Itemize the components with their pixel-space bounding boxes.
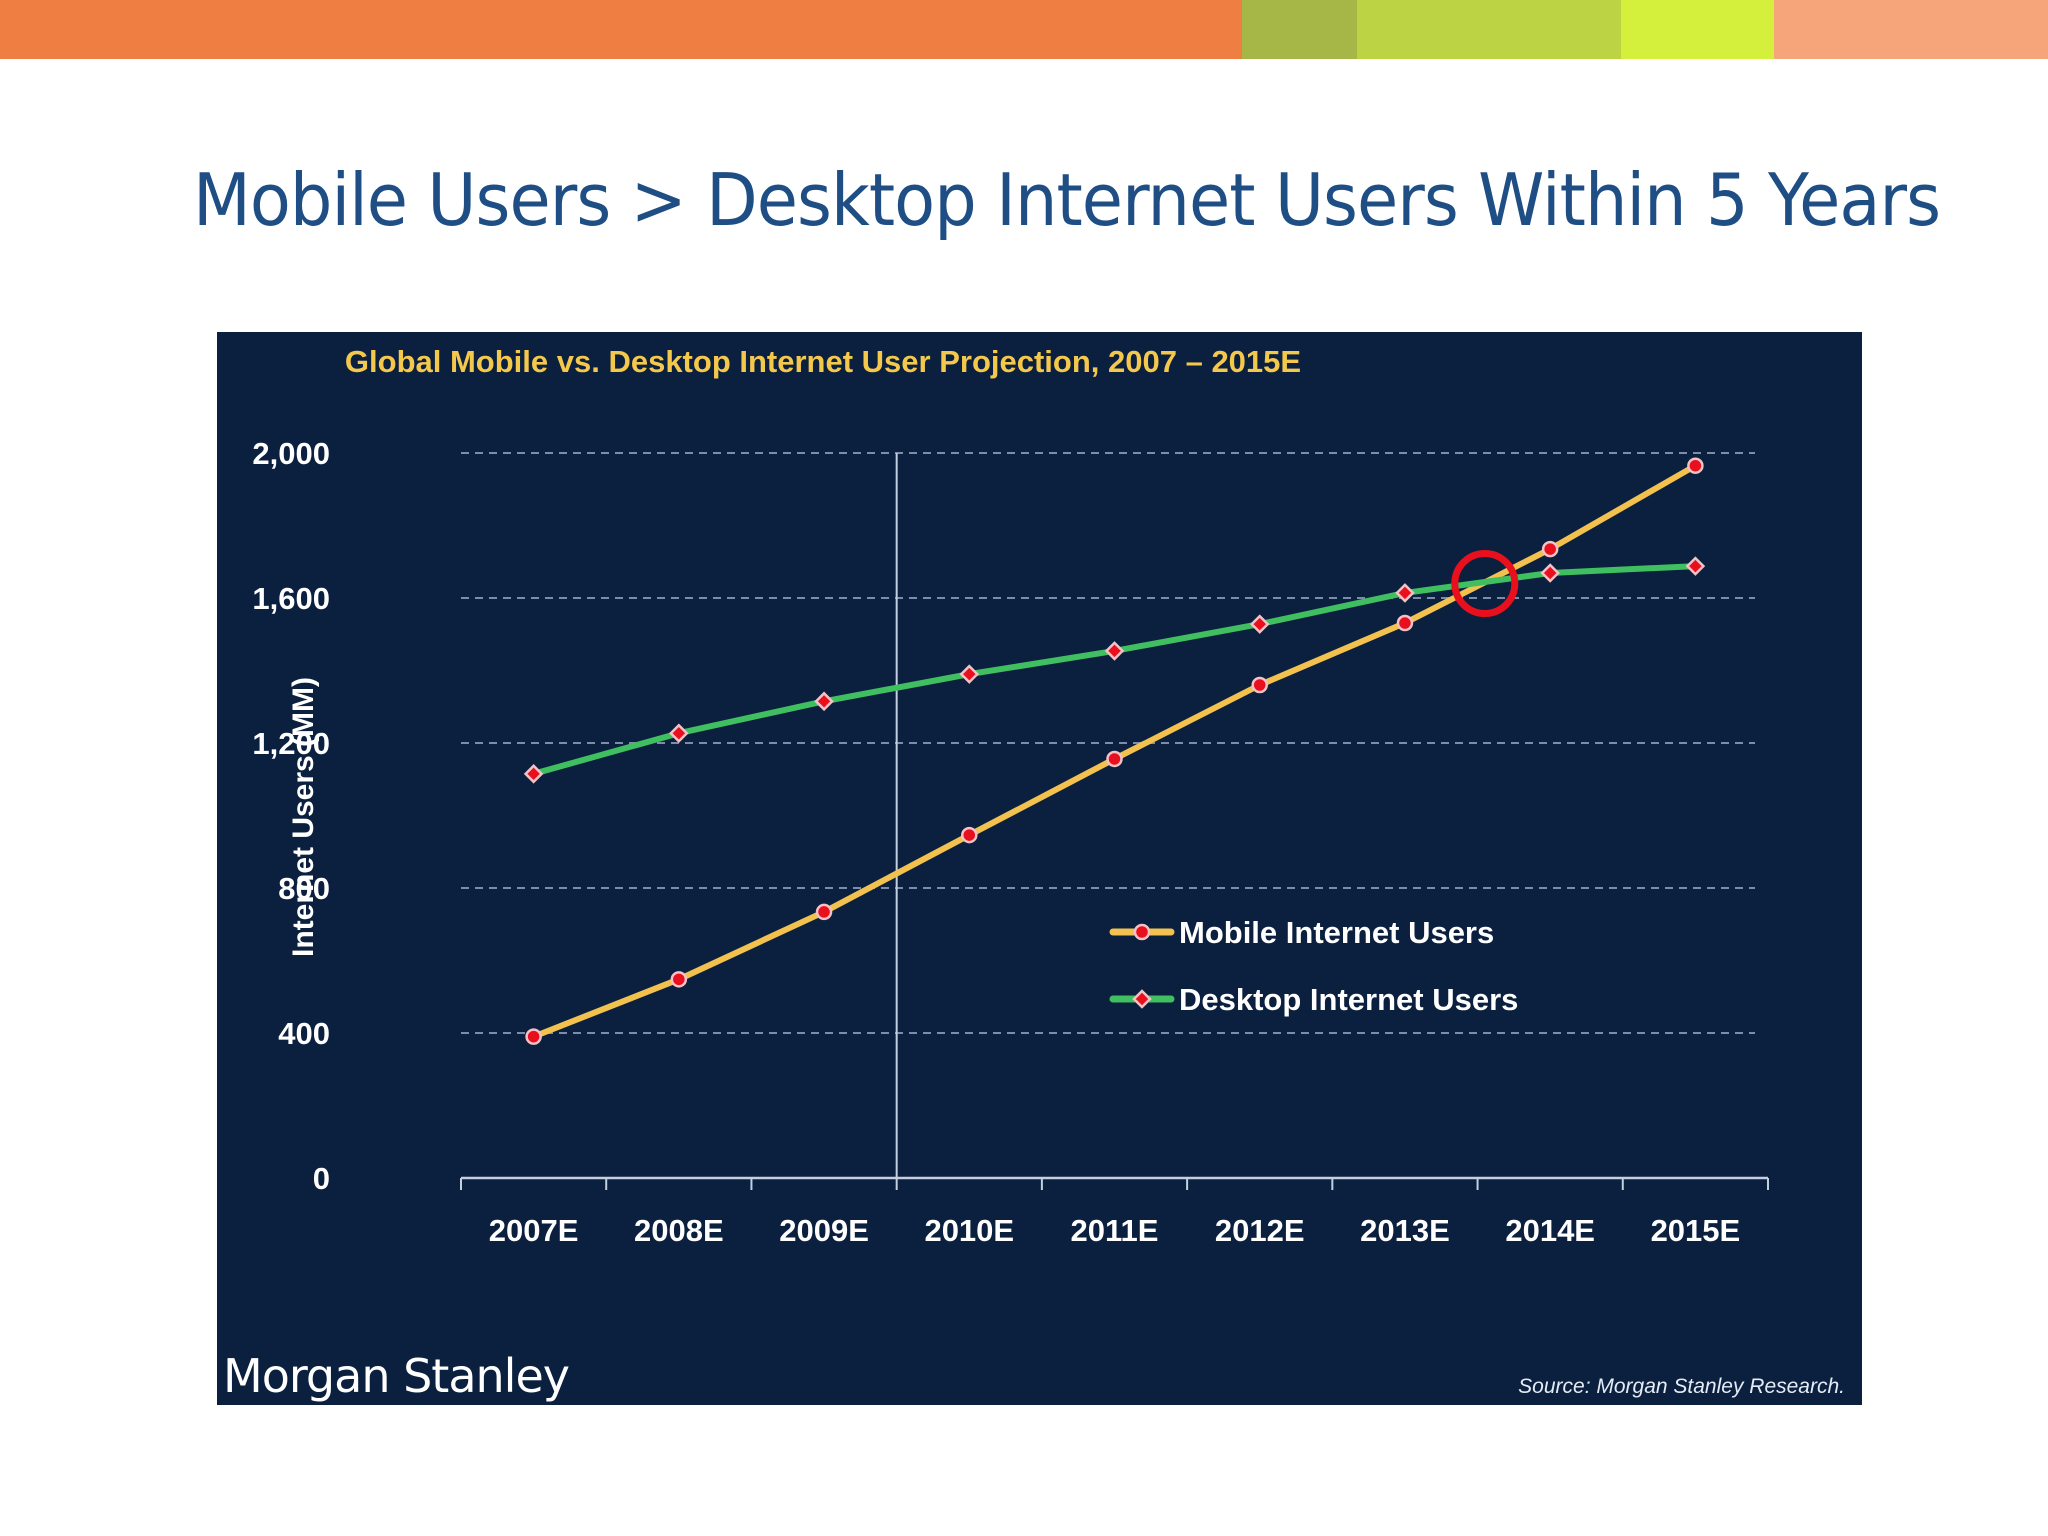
data-point: [669, 723, 689, 743]
crossover-highlight-circle: [1451, 550, 1519, 617]
data-point: [1251, 676, 1268, 694]
mobile-series: [525, 457, 1704, 1045]
data-point: [523, 764, 544, 784]
data-point: [525, 1028, 542, 1045]
x-tick-label: 2010E: [924, 1213, 1014, 1248]
legend-item-mobile: Mobile Internet Users: [1109, 915, 1494, 950]
data-point: [1540, 563, 1560, 583]
data-point: [961, 826, 978, 844]
desktop-series: [523, 556, 1706, 784]
legend-label: Mobile Internet Users: [1179, 915, 1494, 950]
x-axis-ticks: 2007E 2008E 2009E 2010E 2011E 2012E 2013E 2014E…: [489, 1213, 1740, 1248]
morgan-stanley-logo: Morgan Stanley: [223, 1349, 569, 1403]
x-tick-label: 2007E: [489, 1213, 579, 1248]
slide-title: Mobile Users > Desktop Internet Users Wi…: [193, 158, 1941, 242]
gridlines: [461, 452, 1755, 1034]
top-color-bar: [0, 0, 2048, 59]
legend-label: Desktop Internet Users: [1179, 982, 1518, 1017]
data-point: [814, 691, 834, 712]
data-point: [1396, 614, 1414, 632]
line-chart: Global Mobile vs. Desktop Internet User …: [223, 344, 1845, 1403]
x-tick-label: 2009E: [779, 1213, 869, 1248]
y-tick-label: 400: [278, 1016, 330, 1051]
legend-marker: [1133, 923, 1151, 941]
data-point: [959, 664, 980, 684]
legend-item-desktop: Desktop Internet Users: [1109, 982, 1518, 1017]
x-tick-label: 2013E: [1360, 1213, 1450, 1248]
top-bar-segment: [1621, 0, 1774, 59]
y-tick-label: 1,600: [252, 581, 330, 616]
x-axis: [460, 1176, 1769, 1190]
x-tick-label: 2012E: [1215, 1213, 1305, 1248]
top-bar-segment: [1357, 0, 1621, 59]
top-bar-segment: [1242, 0, 1357, 59]
series-group: [523, 457, 1706, 1045]
y-axis-ticks: 0 400 800 1,200 1,600 2,000: [252, 436, 330, 1196]
legend: Mobile Internet Users Desktop Internet Us…: [1109, 915, 1518, 1017]
chart-panel: Global Mobile vs. Desktop Internet User …: [217, 332, 1862, 1405]
y-tick-label: 0: [313, 1161, 330, 1196]
y-tick-label: 1,200: [252, 726, 330, 761]
source-note: Source: Morgan Stanley Research.: [1518, 1375, 1845, 1398]
chart-title: Global Mobile vs. Desktop Internet User …: [345, 344, 1301, 379]
data-point: [1685, 556, 1706, 576]
data-point: [1106, 750, 1123, 768]
x-tick-label: 2014E: [1505, 1213, 1595, 1248]
data-point: [815, 903, 833, 921]
data-point: [1104, 641, 1125, 661]
x-tick-label: 2008E: [634, 1213, 724, 1248]
data-point: [1687, 457, 1704, 474]
top-bar-segment: [1774, 0, 2048, 59]
x-tick-label: 2011E: [1071, 1213, 1159, 1248]
data-point: [1395, 583, 1415, 603]
data-point: [670, 971, 688, 988]
x-tick-label: 2015E: [1651, 1213, 1741, 1248]
data-point: [1249, 614, 1270, 634]
top-bar-segment: [0, 0, 1242, 59]
y-tick-label: 2,000: [252, 436, 330, 471]
legend-marker: [1132, 989, 1152, 1009]
y-tick-label: 800: [278, 871, 330, 906]
annotations: [1451, 550, 1519, 617]
series-line: [532, 563, 1696, 777]
data-point: [1541, 540, 1559, 558]
y-axis-title: Internet Users (MM): [287, 677, 320, 957]
